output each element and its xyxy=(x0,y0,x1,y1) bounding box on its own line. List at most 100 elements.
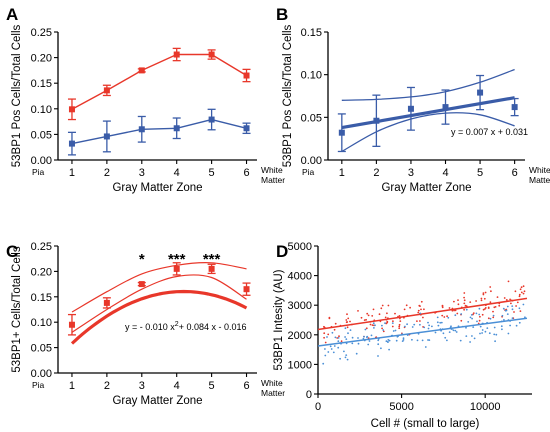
red-series-point xyxy=(103,299,110,306)
red-series-point xyxy=(416,320,418,322)
red-series-point xyxy=(463,308,465,311)
blue-series-point xyxy=(103,133,110,140)
x-tick-label: 4 xyxy=(174,167,180,179)
red-series-point xyxy=(323,336,325,339)
red-series-point xyxy=(405,304,408,307)
blue-series-point xyxy=(509,324,511,327)
blue-series-point xyxy=(402,337,405,340)
red-series-point xyxy=(347,317,350,320)
red-series-point xyxy=(479,315,481,318)
y-tick-label: 0.10 xyxy=(31,104,52,116)
white-matter-label: White xyxy=(261,165,283,175)
fit-equation: y = - 0.010 x2+ 0.084 x - 0.016 xyxy=(125,321,247,332)
blue-series-point xyxy=(381,324,383,327)
blue-series-point xyxy=(343,350,345,353)
red-series-point xyxy=(457,299,459,301)
y-tick-label: 0 xyxy=(306,389,312,401)
blue-series-point xyxy=(506,305,509,308)
blue-series-point xyxy=(448,331,451,333)
red-series-point xyxy=(208,51,215,58)
red-series-point xyxy=(409,306,411,309)
panel-letter: C xyxy=(6,242,18,261)
red-series-point xyxy=(418,304,421,307)
red-series-point xyxy=(371,315,374,317)
blue-series-point xyxy=(366,336,368,339)
red-series-point xyxy=(68,321,75,328)
y-tick-label: 0.25 xyxy=(31,241,52,253)
red-series-point xyxy=(243,72,250,79)
blue-series-point xyxy=(505,309,508,312)
blue-series-point xyxy=(173,125,180,132)
red-series-point xyxy=(492,310,494,313)
blue-series-point xyxy=(380,347,382,350)
red-series-point xyxy=(381,304,384,307)
blue-series-point xyxy=(511,305,514,307)
equation-part: y = - 0.010 x xyxy=(125,322,175,332)
red-series-point xyxy=(173,51,180,58)
blue-series-point xyxy=(337,340,340,343)
y-tick-label: 0.20 xyxy=(31,266,52,278)
blue-series-point xyxy=(470,314,473,316)
red-series-point xyxy=(484,291,487,294)
blue-series-point xyxy=(444,336,447,339)
red-series-point xyxy=(480,299,483,302)
red-series-point xyxy=(453,300,455,303)
white-matter-label: Matter xyxy=(261,388,285,398)
y-axis-title: 53BP1 Pos Cells/Total Cells xyxy=(282,24,294,167)
x-tick-label: 6 xyxy=(243,167,249,179)
ci-upper-band xyxy=(341,68,515,101)
blue-series-point xyxy=(377,343,380,346)
blue-series-point xyxy=(423,326,426,329)
red-series-point xyxy=(487,317,490,320)
blue-series-point xyxy=(327,351,330,353)
red-series-point xyxy=(515,305,517,307)
y-axis-title: 53BP1+ Cells/Total Cells xyxy=(11,246,23,372)
y-tick-label: 0.05 xyxy=(31,343,52,355)
y-tick-label: 5000 xyxy=(288,241,312,253)
white-matter-label: White xyxy=(529,165,550,175)
blue-series-point xyxy=(452,329,455,332)
y-axis-title: 53BP1 Pos Cells/Total Cells xyxy=(11,24,23,167)
x-tick-label: 5 xyxy=(209,380,215,392)
blue-series-point xyxy=(476,320,478,323)
blue-series-point xyxy=(344,356,347,359)
blue-series-point xyxy=(450,325,452,328)
red-series-point xyxy=(518,295,521,298)
blue-series-point xyxy=(372,322,375,325)
blue-series-point xyxy=(454,329,457,332)
blue-series-point xyxy=(477,89,484,96)
red-series-point xyxy=(173,265,180,272)
blue-series-point xyxy=(511,317,514,319)
blue-series-point xyxy=(465,308,468,311)
blue-series-point xyxy=(488,332,491,335)
red-series-point xyxy=(349,320,351,323)
red-series-point xyxy=(522,292,525,295)
red-series-point xyxy=(345,319,348,321)
blue-series-point xyxy=(455,331,458,333)
blue-series-point xyxy=(437,324,440,327)
y-tick-label: 0.20 xyxy=(31,53,52,65)
blue-series-point xyxy=(469,316,472,319)
red-series-point xyxy=(360,316,363,319)
blue-series-point xyxy=(439,321,442,324)
red-series-line xyxy=(71,53,247,110)
y-tick-label: 0.00 xyxy=(31,368,52,380)
red-series-point xyxy=(446,315,448,318)
blue-series-point xyxy=(427,339,429,341)
blue-series-point xyxy=(419,312,422,315)
blue-series-point xyxy=(503,319,505,321)
blue-series-point xyxy=(459,339,462,342)
red-series-point xyxy=(507,280,510,283)
red-series-point xyxy=(518,293,521,296)
panel-C: C 0.00 0.05 0.10 0.15 0.20 0.25 1 2 3 4 5 6 Pia WhiteM… xyxy=(6,241,285,407)
white-matter-label: White xyxy=(261,378,283,388)
red-series-point xyxy=(475,300,477,302)
red-series-point xyxy=(366,312,369,315)
red-series-point xyxy=(386,312,388,315)
red-series-point xyxy=(367,314,370,317)
blue-series-point xyxy=(411,326,414,328)
red-series-point xyxy=(490,290,492,293)
blue-series-point xyxy=(387,341,389,343)
red-series-point xyxy=(498,304,501,307)
y-tick-label: 3000 xyxy=(288,300,312,312)
